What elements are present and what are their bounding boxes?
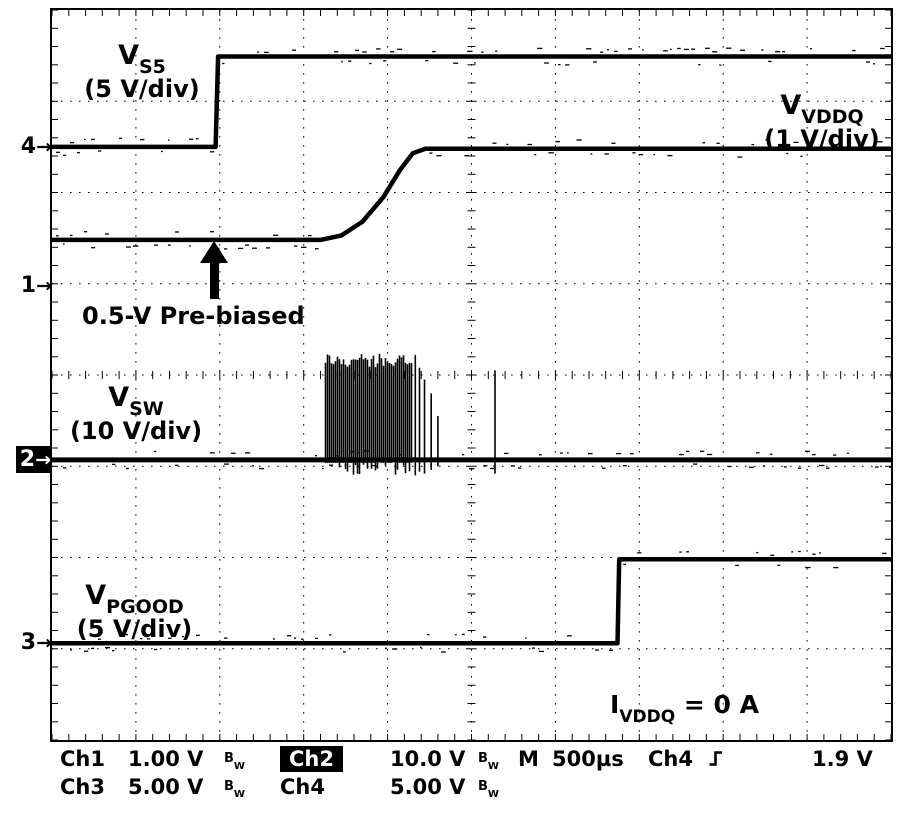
vsw-symbol: VSW bbox=[108, 382, 164, 421]
bandwidth-limit-icon: BW bbox=[224, 779, 245, 800]
ch4-label: Ch4 bbox=[280, 775, 325, 799]
vsw-scale: (10 V/div) bbox=[69, 417, 203, 446]
vvddq-symbol: VVDDQ bbox=[780, 90, 864, 129]
ch1-scale: 1.00 V bbox=[128, 747, 204, 771]
right-arrow-icon: → bbox=[36, 135, 52, 158]
channel-marker-4: 4→ bbox=[20, 133, 52, 159]
vpgood-scale: (5 V/div) bbox=[76, 615, 193, 644]
label-vsw: VSW (10 V/div) bbox=[52, 382, 220, 446]
vs5-scale: (5 V/div) bbox=[84, 75, 200, 104]
timebase-label: M bbox=[518, 747, 539, 771]
rising-edge-trigger-icon bbox=[709, 751, 722, 766]
ch2-scale: 10.0 V bbox=[390, 747, 466, 771]
label-vvddq: VVDDQ (1 V/div) bbox=[722, 90, 900, 154]
vs5-symbol: VS5 bbox=[118, 40, 166, 79]
bandwidth-limit-icon: BW bbox=[478, 751, 499, 772]
bandwidth-limit-icon: BW bbox=[224, 751, 245, 772]
up-arrow-head bbox=[200, 241, 228, 263]
up-arrow-stem bbox=[209, 263, 219, 299]
readout-row-1: Ch1 1.00 V BW Ch2 10.0 V BW M 500µs Ch4 … bbox=[0, 746, 900, 774]
trigger-level: 1.9 V bbox=[812, 747, 873, 771]
vvddq-scale: (1 V/div) bbox=[764, 125, 880, 154]
channel-marker-2: 2→ bbox=[16, 445, 52, 473]
right-arrow-icon: → bbox=[36, 632, 52, 655]
up-arrow-icon bbox=[198, 241, 230, 299]
readout-row-2: Ch3 5.00 V BW Ch4 5.00 V BW bbox=[0, 774, 900, 802]
ch1-label: Ch1 bbox=[60, 747, 105, 771]
prebias-annotation: 0.5-V Pre-biased bbox=[82, 302, 305, 330]
timebase-value: 500µs bbox=[552, 747, 624, 771]
waveform-plot bbox=[52, 10, 891, 740]
channel-marker-1: 1→ bbox=[20, 272, 52, 298]
channel-marker-3: 3→ bbox=[20, 630, 52, 656]
ch3-scale: 5.00 V bbox=[128, 775, 204, 799]
right-arrow-icon: → bbox=[36, 274, 52, 297]
ch3-label: Ch3 bbox=[60, 775, 105, 799]
label-vs5: VS5 (5 V/div) bbox=[57, 40, 227, 104]
label-vpgood: VPGOOD (5 V/div) bbox=[52, 580, 217, 644]
ch2-label-selected: Ch2 bbox=[280, 746, 343, 772]
ivddq-annotation: IVDDQ = 0 A bbox=[610, 690, 759, 727]
bandwidth-limit-icon: BW bbox=[478, 779, 499, 800]
ch4-scale: 5.00 V bbox=[390, 775, 466, 799]
right-arrow-icon: → bbox=[35, 448, 51, 471]
scope-display: VS5 (5 V/div) VVDDQ (1 V/div) VSW (10 V/… bbox=[16, 8, 893, 742]
vpgood-symbol: VPGOOD bbox=[85, 580, 184, 619]
trigger-source: Ch4 bbox=[648, 747, 693, 771]
